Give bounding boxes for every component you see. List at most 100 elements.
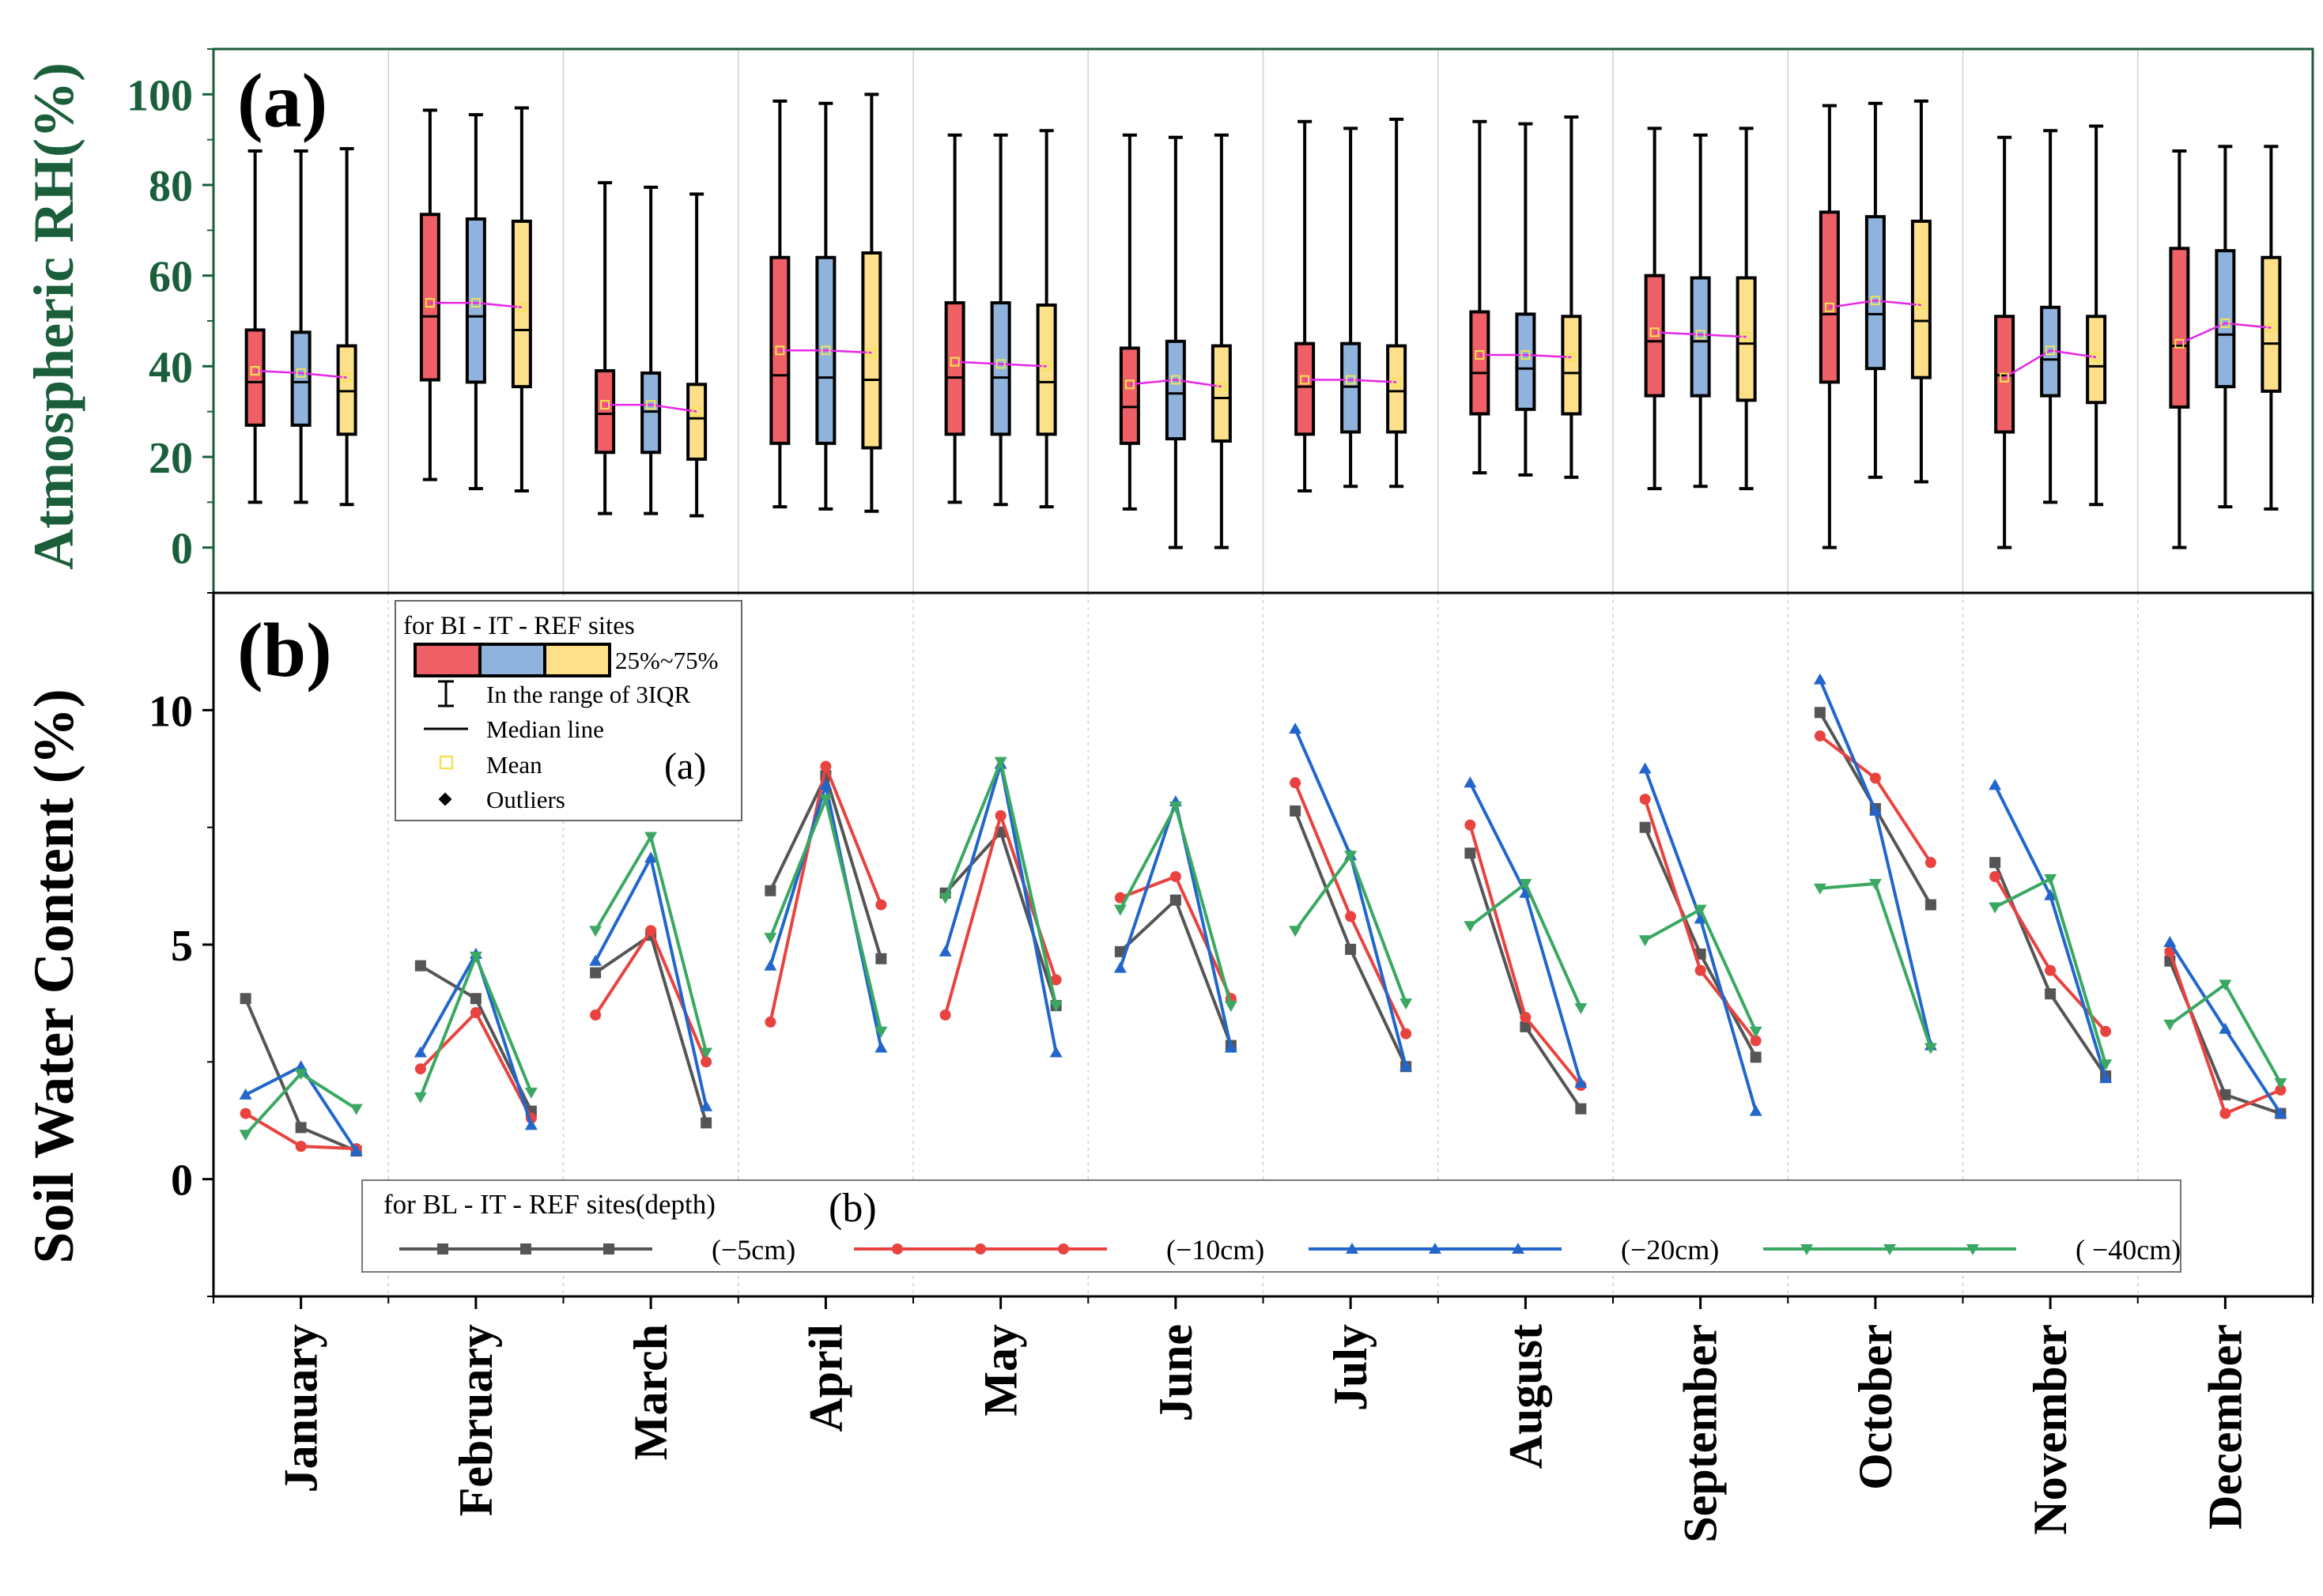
data-point-triangle-down <box>1049 1001 1063 1013</box>
x-tick-label: March <box>625 1324 677 1460</box>
mean-line <box>1654 331 1747 338</box>
mean-marker <box>600 400 610 410</box>
data-point-square <box>2045 988 2057 1000</box>
data-point-triangle-down <box>1224 1001 1237 1013</box>
data-point-circle <box>2219 1107 2231 1119</box>
data-point-square <box>1345 943 1357 955</box>
data-point-circle <box>2275 1084 2287 1096</box>
data-point-circle <box>1114 892 1126 904</box>
data-point-triangle-down <box>239 1130 252 1141</box>
mean-marker <box>1870 296 1880 306</box>
series-line <box>1819 678 1932 1047</box>
data-point-triangle-up <box>1749 1104 1762 1116</box>
data-point-triangle-up <box>1638 762 1652 774</box>
box-ref <box>686 383 708 461</box>
x-tick-label: January <box>275 1324 327 1492</box>
mean-marker <box>2000 372 2010 383</box>
data-point-triangle-up <box>1989 779 2002 790</box>
data-point-triangle-up <box>1113 961 1127 973</box>
x-tick-label: December <box>2199 1324 2251 1530</box>
data-point-triangle-down <box>1638 935 1652 947</box>
box-ref <box>1910 219 1932 379</box>
mean-marker <box>950 357 960 367</box>
line-layer <box>239 673 2287 1157</box>
legend-a-box-it <box>478 643 546 677</box>
mean-line <box>780 349 872 354</box>
data-point-circle <box>765 1016 776 1028</box>
data-point-circle <box>1050 974 1062 986</box>
data-point-triangle-down <box>349 1104 363 1115</box>
data-point-circle <box>414 1063 426 1075</box>
x-tick-label: September <box>1675 1324 1727 1543</box>
data-point-circle <box>995 809 1007 821</box>
mean-line <box>1305 379 1397 383</box>
series-line <box>1819 881 1932 1049</box>
data-point-circle <box>1694 964 1706 976</box>
box-ref <box>1386 344 1407 434</box>
legend-a-box-label: 25%~75% <box>615 647 718 674</box>
data-point-triangle-up <box>1289 723 1302 734</box>
box-it <box>290 330 312 427</box>
panel-b-label: (b) <box>237 608 332 693</box>
x-tick-label: August <box>1499 1324 1551 1469</box>
data-point-circle <box>875 899 887 911</box>
series-line <box>1468 824 1582 1087</box>
box-ref <box>1211 344 1232 443</box>
data-point-triangle-up <box>644 851 658 863</box>
data-point-triangle-up <box>1346 1243 1358 1254</box>
series-line <box>1643 768 1758 1112</box>
mean-marker <box>1916 300 1926 310</box>
legend-a-whisker-label: In the range of 3IQR <box>486 681 691 708</box>
x-tick-label: November <box>2024 1324 2076 1535</box>
panel-a-label: (a) <box>237 58 327 144</box>
data-point-triangle-up <box>1574 1077 1588 1089</box>
grid-layer <box>387 49 2139 1296</box>
legend-b-frame <box>361 1179 2181 1273</box>
mean-line <box>255 369 347 379</box>
series-line <box>1118 795 1233 1048</box>
data-point-triangle-down <box>1749 1026 1762 1038</box>
data-point-triangle-down <box>1399 998 1413 1010</box>
y-tick-label-a: 60 <box>149 253 193 302</box>
data-point-triangle-down <box>1868 878 1882 890</box>
data-point-square <box>1520 1021 1532 1032</box>
data-point-circle <box>1639 794 1651 806</box>
data-point-triangle-down <box>994 756 1007 768</box>
data-point-circle <box>701 1056 712 1068</box>
mean-marker <box>2045 345 2056 356</box>
data-point-square <box>1639 821 1651 833</box>
box-ref <box>1561 315 1582 416</box>
mean-marker <box>1170 375 1180 385</box>
mean-marker <box>425 298 435 308</box>
box-bi <box>1119 346 1140 445</box>
data-point-circle <box>1520 1011 1532 1023</box>
series-line <box>1643 826 1758 1058</box>
data-point-square <box>765 885 776 896</box>
data-point-triangle-down <box>294 1069 308 1081</box>
legend-a-mean-label: Mean <box>486 751 542 779</box>
data-point-circle <box>1750 1035 1762 1047</box>
data-point-triangle-down <box>2274 1078 2287 1090</box>
mean-marker <box>1124 379 1135 390</box>
box-ref <box>1736 276 1757 402</box>
mean-line <box>2004 349 2097 379</box>
data-point-circle <box>1464 819 1476 831</box>
data-point-triangle-down <box>1989 902 2002 914</box>
data-point-triangle-down <box>874 1026 888 1038</box>
x-tick-label: July <box>1324 1324 1377 1411</box>
data-point-triangle-down <box>1574 1003 1588 1015</box>
series-line <box>419 949 533 1126</box>
mean-line <box>429 301 522 309</box>
data-point-triangle-up <box>1519 886 1532 898</box>
data-point-triangle-up <box>239 1088 252 1100</box>
data-point-circle <box>820 760 832 772</box>
mean-line <box>1479 353 1572 359</box>
data-point-circle <box>2045 964 2057 976</box>
data-point-circle <box>2100 1025 2112 1037</box>
series-line <box>1993 784 2108 1079</box>
data-point-triangle-up <box>2219 1022 2232 1034</box>
data-point-triangle-down <box>1800 1244 1813 1255</box>
whisker-icon <box>438 680 454 707</box>
box-it <box>1690 276 1711 398</box>
mean-marker <box>250 366 260 376</box>
